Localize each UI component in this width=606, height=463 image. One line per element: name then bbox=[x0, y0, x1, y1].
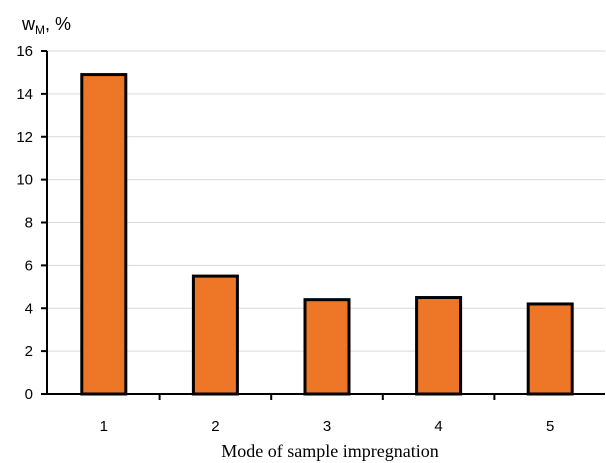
y-axis-label: wM, % bbox=[21, 14, 71, 37]
y-tick-label: 6 bbox=[25, 257, 33, 274]
bar bbox=[191, 274, 239, 396]
x-tick-label: 5 bbox=[546, 418, 554, 435]
bar bbox=[303, 298, 351, 396]
x-tick-label: 3 bbox=[323, 418, 331, 435]
y-tick-label: 2 bbox=[25, 343, 33, 360]
bar bbox=[415, 296, 463, 396]
y-tick-label: 14 bbox=[16, 86, 33, 103]
y-tick-label: 0 bbox=[25, 386, 33, 403]
axes bbox=[41, 50, 605, 400]
y-tick-label: 12 bbox=[16, 129, 33, 146]
bar bbox=[526, 302, 574, 396]
x-tick-label: 4 bbox=[434, 418, 442, 435]
x-tick-labels: 1 2 3 4 5 bbox=[100, 418, 555, 435]
x-tick-label: 2 bbox=[211, 418, 219, 435]
y-tick-labels: 0 2 4 6 8 10 12 14 16 bbox=[16, 43, 33, 403]
y-tick-label: 8 bbox=[25, 215, 33, 232]
y-tick-label: 4 bbox=[25, 300, 33, 317]
y-tick-label: 16 bbox=[16, 43, 33, 60]
y-axis-label-subscript: M bbox=[35, 23, 45, 37]
y-axis-label-unit: , % bbox=[45, 14, 71, 34]
gridlines bbox=[47, 50, 605, 352]
y-axis-label-main: w bbox=[21, 14, 36, 34]
x-tick-label: 1 bbox=[100, 418, 108, 435]
y-tick-label: 10 bbox=[16, 172, 33, 189]
bars bbox=[80, 73, 574, 396]
bar bbox=[80, 73, 128, 396]
x-axis-label: Mode of sample impregnation bbox=[221, 441, 438, 461]
